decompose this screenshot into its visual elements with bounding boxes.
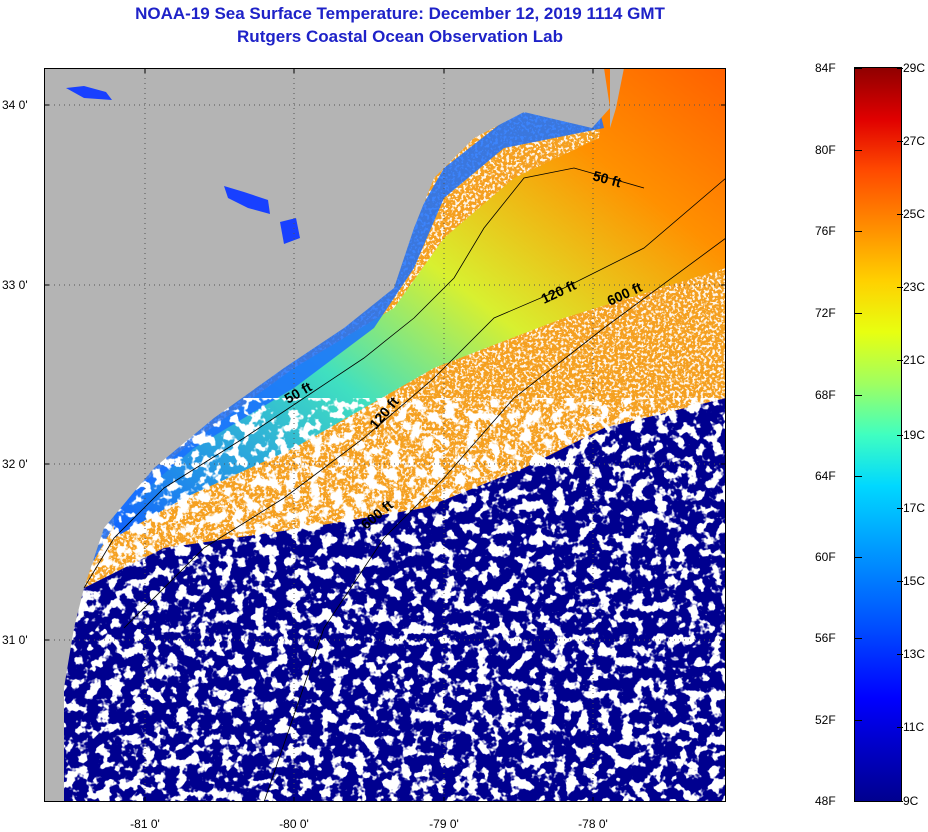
colorbar-c-label: 9C [896,794,919,808]
nearshore-cold-water [74,108,604,578]
colorbar-c-label: 11C [896,720,925,734]
lon-label: -78 0' [578,817,608,831]
colorbar-c-label: 21C [896,353,926,367]
contour-120ft [123,177,726,629]
lon-label: -79 0' [429,817,459,831]
colorbar-c-label: 29C [896,61,926,75]
colorbar-c-label: 25C [896,207,926,221]
lat-label: 34 0' [2,98,28,112]
lon-label: -80 0' [279,817,309,831]
contour-label-50ft: 50 ft [591,167,623,190]
map-title: NOAA-19 Sea Surface Temperature: Decembe… [135,4,665,23]
temperature-colorbar [854,67,902,802]
colorbar-f-label: 64F [815,469,862,483]
depth-contours [83,167,726,802]
colorbar-f-label: 68F [815,388,862,402]
colorbar-c-label: 17C [896,501,926,515]
colorbar-c-label: 27C [896,134,926,148]
lat-label: 33 0' [2,278,28,292]
land-cape [610,68,624,128]
colorbar-f-label: 76F [815,224,862,238]
inland-lake [66,86,112,100]
sst-map: 50 ft 120 ft 600 ft 50 ft 120 ft 600 ft [44,68,726,802]
cloud-cover [44,398,726,802]
colorbar-f-label: 52F [815,713,862,727]
lon-label: -81 0' [130,817,160,831]
land-mass [44,68,610,802]
colorbar-f-label: 60F [815,550,862,564]
colorbar-f-label: 72F [815,306,862,320]
colorbar-f-label: 56F [815,631,862,645]
inland-lake [224,186,270,214]
inland-lake [280,218,300,244]
map-subtitle: Rutgers Coastal Ocean Observation Lab [237,27,563,46]
map-frame [44,68,726,802]
colorbar-c-label: 23C [896,280,926,294]
colorbar-c-label: 15C [896,574,926,588]
colorbar-f-label: 80F [815,143,862,157]
contour-50ft [83,167,645,589]
colorbar-c-label: 19C [896,428,926,442]
contour-600ft [263,237,726,802]
colorbar-c-label: 13C [896,647,926,661]
lat-label: 31 0' [2,633,28,647]
graticule [44,68,726,802]
lat-label: 32 0' [2,457,28,471]
shelf-water [114,68,726,538]
colorbar-f-label: 48F [815,794,862,808]
colorbar-f-label: 84F [815,61,862,75]
